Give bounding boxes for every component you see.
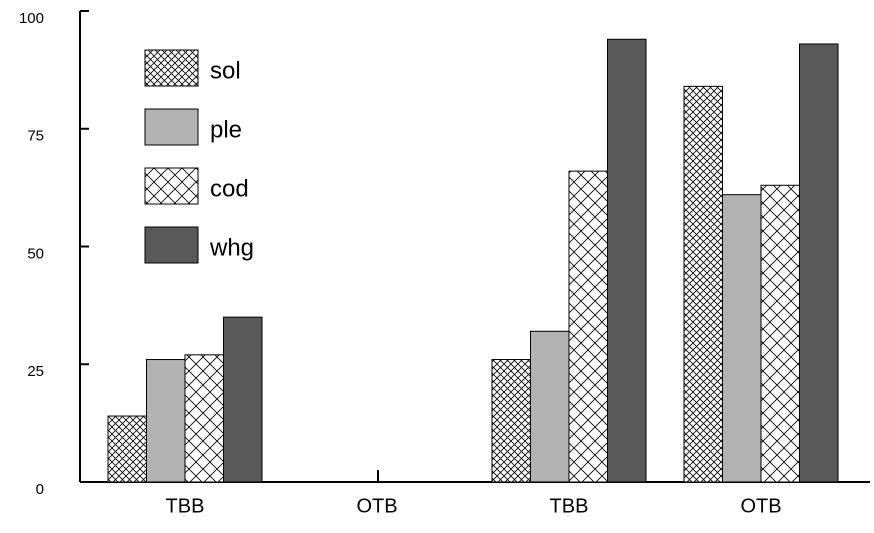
- x-tick-label: TBB: [166, 495, 205, 517]
- x-tick-label: OTB: [356, 495, 397, 517]
- x-tick-label: TBB: [550, 495, 589, 517]
- y-tick-label: 0: [36, 481, 44, 498]
- bar: [799, 43, 839, 483]
- x-tick-label: OTB: [740, 495, 781, 517]
- bar: [683, 85, 723, 483]
- y-tick-label: 75: [27, 128, 44, 145]
- legend-swatch: [144, 167, 199, 205]
- bar: [607, 38, 647, 483]
- legend-label: cod: [210, 175, 249, 202]
- bar: [146, 359, 186, 483]
- bar: [760, 184, 800, 483]
- bar: [184, 354, 224, 483]
- bar: [530, 330, 570, 483]
- bar: [491, 359, 531, 483]
- bar: [223, 316, 263, 483]
- legend-swatch: [144, 226, 199, 264]
- y-tick-label: 100: [19, 10, 44, 27]
- legend-label: sol: [210, 57, 241, 84]
- bar: [568, 170, 608, 483]
- y-tick-label: 50: [27, 245, 44, 262]
- legend-swatch: [144, 108, 199, 146]
- y-tick-label: 25: [27, 363, 44, 380]
- bar: [722, 194, 762, 483]
- bar: [107, 415, 147, 483]
- legend-label: whg: [209, 234, 254, 261]
- legend-swatch: [144, 49, 199, 87]
- legend-label: ple: [210, 116, 242, 143]
